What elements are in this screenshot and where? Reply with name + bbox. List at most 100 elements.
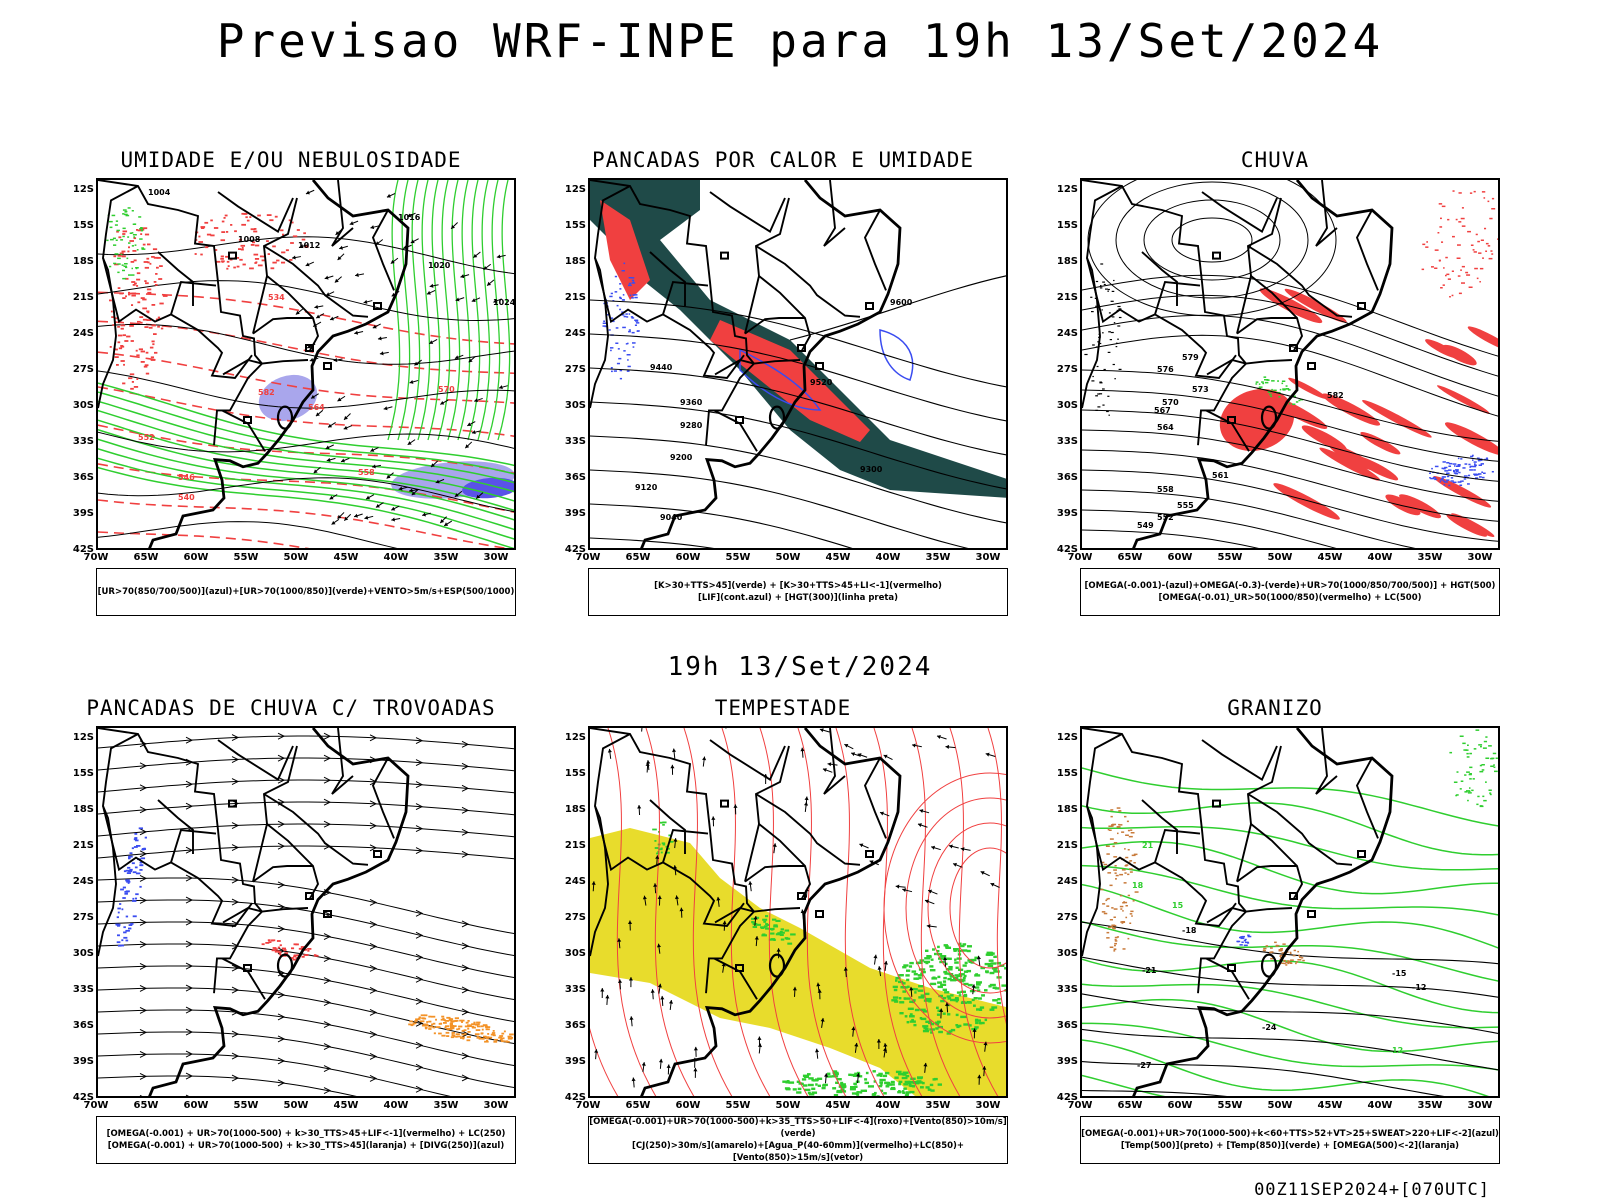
wind850-area <box>962 943 967 946</box>
thunder-speckle <box>485 1037 489 1040</box>
thunder-speckle <box>449 1026 453 1029</box>
temp850-speckle <box>1467 792 1472 794</box>
lif-speckle <box>634 319 639 321</box>
wind850-area <box>779 933 784 936</box>
wind850-area <box>947 1013 951 1016</box>
rh-speckle <box>150 359 156 361</box>
thunder-speckle <box>452 1025 457 1027</box>
lon-tick-label: 65W <box>625 1100 651 1111</box>
streamline-arrow <box>277 925 286 933</box>
wind850-area <box>930 982 937 986</box>
thunder-speckle <box>415 1018 420 1021</box>
temp850-speckle <box>1478 744 1483 746</box>
rh-speckle <box>301 238 306 241</box>
thunder-speckle <box>459 1019 463 1022</box>
rain-streak <box>1360 431 1401 455</box>
isobar <box>98 477 514 513</box>
rh-speckle <box>140 350 146 353</box>
wind-vector-head <box>928 889 933 894</box>
coastline <box>148 180 410 548</box>
wind850-area <box>886 1083 892 1086</box>
divergence-speckle <box>125 879 129 882</box>
border-line <box>1154 861 1237 928</box>
lon-tick-label: 35W <box>433 1100 459 1111</box>
divergence-speckle <box>133 838 138 841</box>
thunder-speckle <box>455 1033 460 1036</box>
wind850-area <box>841 1090 847 1093</box>
thunder-speckle <box>418 1016 421 1019</box>
wind-vector-head <box>754 936 759 940</box>
omega-speckle <box>1450 477 1454 479</box>
lif-speckle <box>635 320 639 322</box>
storm-area <box>600 200 650 300</box>
terrain-speckle <box>1111 316 1115 318</box>
wind850-area <box>993 969 997 972</box>
omega-speckle <box>1448 484 1451 487</box>
omega-orange-speckle <box>1127 849 1130 851</box>
rh-speckle <box>151 256 155 258</box>
rh-speckle <box>109 226 113 229</box>
thunder-speckle <box>461 1019 465 1022</box>
thunder-speckle <box>452 1027 455 1030</box>
streamline-arrow <box>461 1052 470 1060</box>
streamline <box>1082 509 1337 548</box>
wind850-area <box>867 1085 874 1088</box>
divergence-speckle <box>123 931 127 934</box>
map-tempestade <box>588 726 1008 1098</box>
border-line <box>1082 257 1101 409</box>
hgt300-contour <box>590 503 853 548</box>
streamline-arrow <box>185 962 194 970</box>
rh-speckle <box>213 227 219 229</box>
omega-speckle <box>1292 403 1296 405</box>
thunder-speckle <box>423 1014 428 1017</box>
streamline-arrow <box>277 842 286 850</box>
divergence-speckle <box>121 939 124 942</box>
wind-vector-head <box>628 977 633 981</box>
wind850-area <box>898 1082 902 1086</box>
omega-speckle <box>1288 389 1291 391</box>
wind-vector-head <box>390 259 395 264</box>
wind850-area <box>879 1081 884 1084</box>
coastline <box>148 728 410 1096</box>
wind-vector-head <box>422 512 426 517</box>
rh-speckle <box>285 249 289 252</box>
temp850-speckle <box>1466 752 1469 755</box>
temp850-speckle <box>1469 778 1472 780</box>
wind850-area <box>660 847 663 850</box>
border-line <box>590 805 609 957</box>
omega-speckle <box>1481 471 1484 473</box>
omega-speckle <box>1481 476 1485 479</box>
wind850-area <box>938 957 945 960</box>
streamline-arrow <box>139 1028 148 1036</box>
lat-tick-label: 12S <box>564 184 586 195</box>
terrain-speckle <box>1107 288 1110 291</box>
omega-orange-speckle <box>1282 943 1286 945</box>
thunder-speckle <box>456 1035 461 1038</box>
thunder-speckle <box>476 1036 481 1039</box>
rh-speckle <box>241 223 247 226</box>
wind850-area <box>775 919 781 922</box>
wind-vector-head <box>820 1017 825 1022</box>
streamline-arrow <box>415 931 424 939</box>
wind-vector-head <box>292 255 296 260</box>
rh-speckle <box>266 214 272 216</box>
streamline-arrow <box>415 781 424 789</box>
rh-speckle <box>127 207 131 209</box>
wind850-area <box>845 1096 850 1098</box>
wind-vector-head <box>702 756 707 761</box>
lif-speckle <box>614 291 618 293</box>
temp850-speckle <box>1459 788 1462 790</box>
wind850-area <box>943 976 947 980</box>
rh-speckle <box>122 334 126 337</box>
rh-speckle <box>153 256 159 259</box>
contour-label: 573 <box>1192 385 1209 394</box>
rh-speckle <box>141 248 146 250</box>
lon-tick-label: 40W <box>875 552 901 563</box>
omega-orange-speckle <box>1107 897 1110 900</box>
omega-speckle <box>1444 470 1449 472</box>
wind850-area <box>751 917 756 920</box>
lif-speckle <box>613 370 617 372</box>
lake-marker <box>1212 251 1221 260</box>
lon-tick-label: 30W <box>483 1100 509 1111</box>
lat-tick-label: 33S <box>72 436 94 447</box>
